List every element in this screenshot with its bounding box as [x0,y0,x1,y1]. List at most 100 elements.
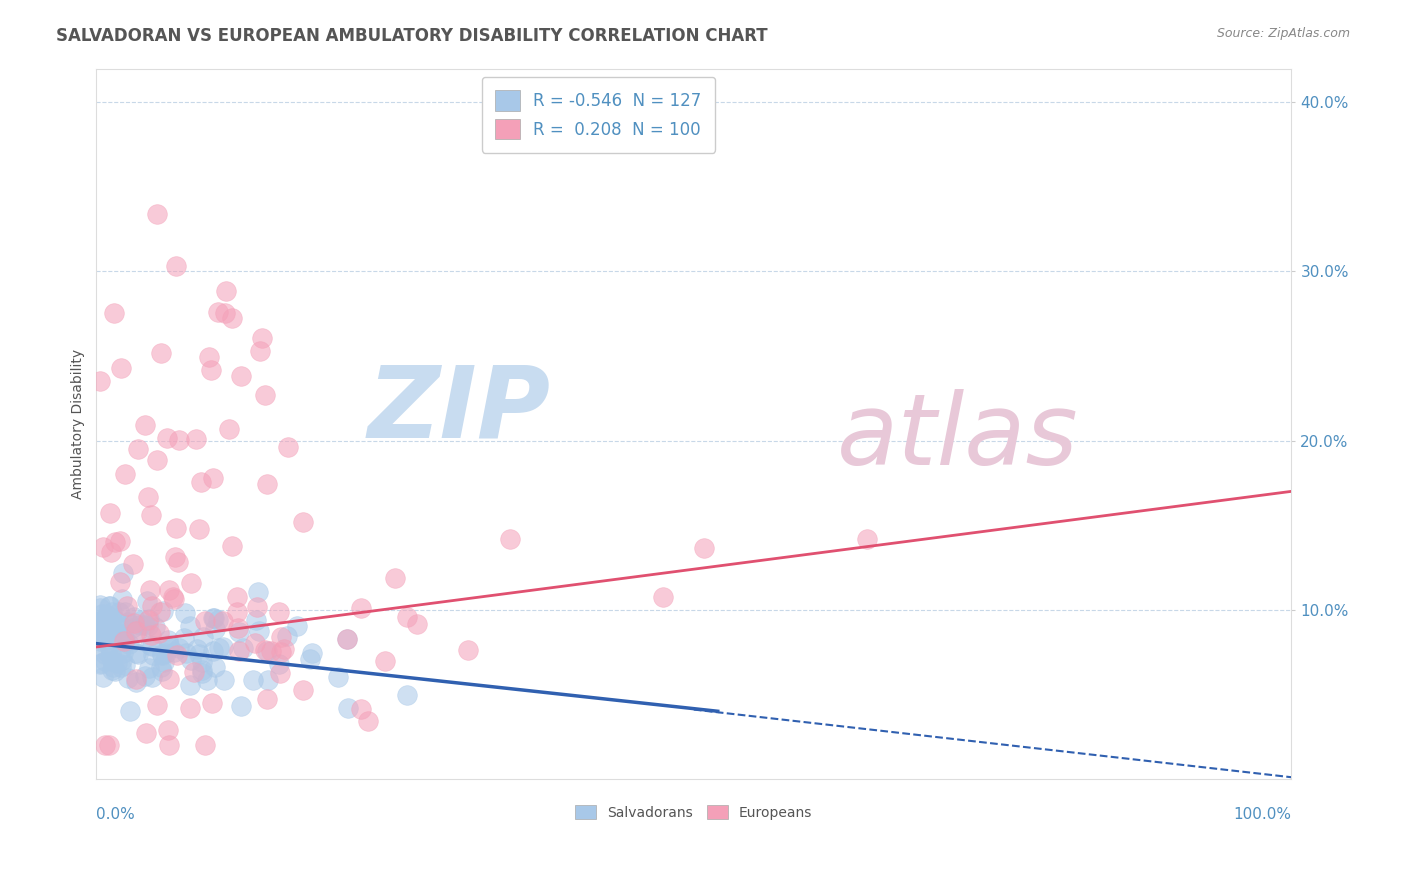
Point [651,591,673,605]
Point [287,618,309,632]
Point [247,624,270,639]
Text: 0.0%: 0.0% [97,807,135,822]
Point [173,631,195,645]
Point [108,574,131,589]
Point [136,618,159,632]
Point [270,645,292,659]
Point [125,646,148,660]
Point [89,620,111,634]
Point [245,613,267,627]
Y-axis label: Ambulatory Disability: Ambulatory Disability [72,349,86,499]
Point [111,592,134,607]
Point [292,682,315,697]
Point [225,590,247,604]
Point [186,432,208,446]
Point [134,669,156,683]
Point [138,613,160,627]
Point [165,521,187,535]
Point [207,641,229,656]
Point [127,442,149,456]
Point [107,619,129,633]
Point [89,599,111,613]
Point [89,600,111,615]
Point [336,700,359,714]
Point [149,660,172,674]
Point [139,582,162,597]
Point [118,637,141,651]
Point [101,664,124,678]
Point [157,638,180,652]
Point [103,660,125,674]
Point [243,636,266,650]
Point [204,660,226,674]
Point [180,576,202,591]
Point [693,541,716,555]
Point [91,540,114,554]
Point [111,652,134,666]
Point [256,692,278,706]
Point [301,646,323,660]
Point [194,614,217,628]
Point [229,698,252,713]
Point [145,698,167,713]
Point [157,641,180,656]
Point [193,631,215,645]
Point [98,599,121,614]
Point [112,646,135,660]
Point [157,582,180,597]
Point [201,696,224,710]
Point [89,615,111,630]
Point [90,615,112,629]
Point [152,604,174,618]
Point [145,452,167,467]
Point [104,613,127,627]
Point [267,605,290,619]
Point [97,599,120,614]
Point [256,477,278,491]
Point [148,625,170,640]
Text: ZIP: ZIP [367,361,550,458]
Point [108,605,131,619]
Point [179,618,201,632]
Point [127,647,149,661]
Point [204,622,226,636]
Point [125,672,148,686]
Point [89,375,111,389]
Point [349,601,371,615]
Point [291,515,314,529]
Point [163,592,186,607]
Point [89,657,111,671]
Point [97,623,120,637]
Point [357,714,380,728]
Point [110,627,132,641]
Point [499,533,522,547]
Point [202,471,225,485]
Point [112,620,135,634]
Point [186,641,208,656]
Point [104,534,127,549]
Point [163,645,186,659]
Point [336,632,359,646]
Point [110,361,132,376]
Point [167,433,190,447]
Point [118,704,141,718]
Point [226,621,249,635]
Point [242,673,264,688]
Point [180,652,202,666]
Point [326,670,349,684]
Point [145,620,167,634]
Point [150,647,173,661]
Point [156,723,179,738]
Point [165,550,187,565]
Point [112,566,135,581]
Point [104,665,127,679]
Point [190,475,212,489]
Point [90,620,112,634]
Point [270,630,292,644]
Point [114,606,136,620]
Point [94,738,117,752]
Point [114,658,136,673]
Point [150,648,173,662]
Point [200,363,222,377]
Point [90,628,112,642]
